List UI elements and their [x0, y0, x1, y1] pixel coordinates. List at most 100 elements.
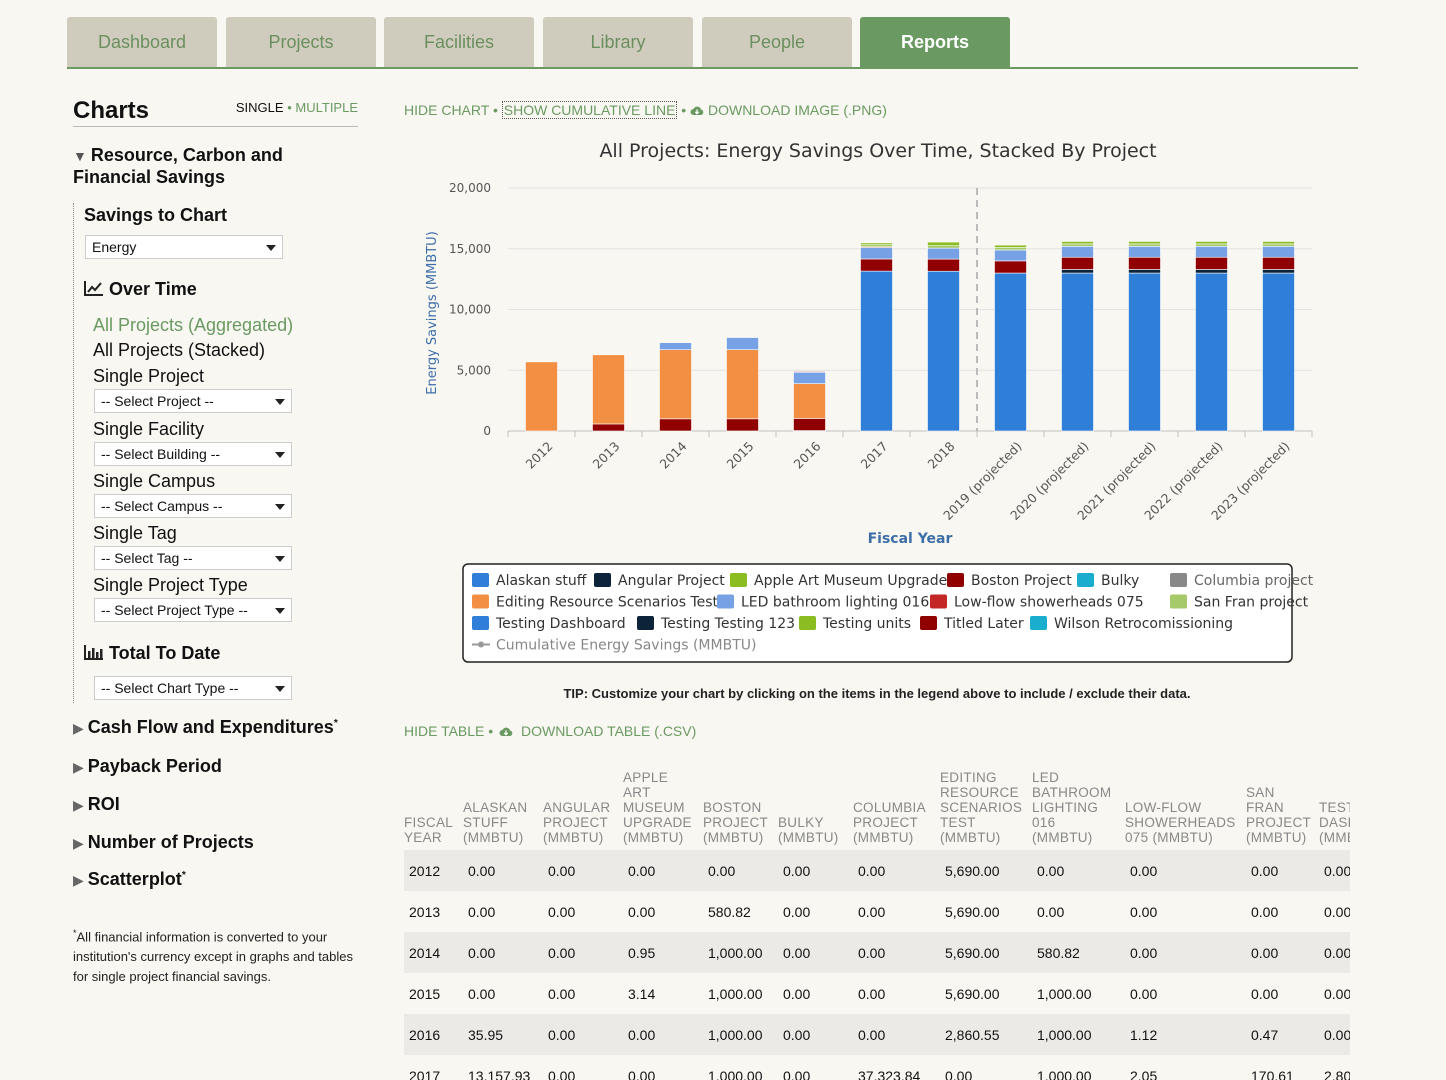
- legend-swatch[interactable]: [799, 616, 816, 630]
- legend-item[interactable]: Testing Testing 123: [660, 616, 795, 632]
- bar-segment[interactable]: [927, 241, 960, 247]
- tab-library[interactable]: Library: [543, 17, 693, 67]
- table-header-cell[interactable]: BULKY (MMBTU): [778, 815, 839, 845]
- table-header-cell[interactable]: COLUMBIA PROJECT (MMBTU): [853, 800, 926, 845]
- legend-item[interactable]: LED bathroom lighting 016: [741, 595, 929, 611]
- bar-segment[interactable]: [1061, 269, 1094, 274]
- bar-segment[interactable]: [994, 247, 1027, 251]
- bar-segment[interactable]: [1262, 241, 1295, 245]
- bar-segment[interactable]: [994, 249, 1027, 262]
- hide-chart-link[interactable]: HIDE CHART: [404, 102, 490, 118]
- table-header-cell[interactable]: TESTING DASHBOARD (MMBTU): [1319, 800, 1350, 845]
- table-header-cell[interactable]: BOSTON PROJECT (MMBTU): [703, 800, 768, 845]
- tab-projects[interactable]: Projects: [226, 17, 376, 67]
- legend-swatch[interactable]: [472, 594, 489, 609]
- bar-segment[interactable]: [1128, 272, 1161, 432]
- legend-item[interactable]: Wilson Retrocomissioning: [1054, 616, 1233, 632]
- section-payback-period[interactable]: ▶ Payback Period: [73, 756, 222, 777]
- table-header-cell[interactable]: EDITING RESOURCE SCENARIOS TEST (MMBTU): [940, 770, 1023, 845]
- table-header-cell[interactable]: LOW-FLOW SHOWERHEADS 075 (MMBTU): [1125, 800, 1236, 845]
- legend-swatch[interactable]: [472, 616, 489, 630]
- legend-swatch[interactable]: [1077, 573, 1094, 587]
- bar-segment[interactable]: [726, 337, 759, 350]
- legend-item[interactable]: Titled Later: [943, 616, 1024, 632]
- bar-segment[interactable]: [726, 349, 759, 420]
- bar-segment[interactable]: [793, 371, 826, 373]
- bar-segment[interactable]: [1262, 256, 1295, 270]
- bar-segment[interactable]: [860, 244, 893, 248]
- hide-table-link[interactable]: HIDE TABLE: [404, 723, 485, 739]
- table-header-cell[interactable]: ALASKAN STUFF (MMBTU): [463, 800, 528, 845]
- all-projects-aggregated-link[interactable]: All Projects (Aggregated): [93, 315, 294, 335]
- all-projects-stacked-link[interactable]: All Projects (Stacked): [93, 340, 266, 360]
- bar-segment[interactable]: [994, 272, 1027, 432]
- legend-item-cumulative[interactable]: Cumulative Energy Savings (MMBTU): [496, 638, 756, 654]
- single-campus-select[interactable]: -- Select Campus --: [94, 494, 292, 518]
- bar-segment[interactable]: [1061, 272, 1094, 432]
- bar-segment[interactable]: [1061, 243, 1094, 247]
- bar-segment[interactable]: [1262, 246, 1295, 258]
- bar-segment[interactable]: [927, 258, 960, 272]
- tab-facilities[interactable]: Facilities: [384, 17, 534, 67]
- legend-item[interactable]: Low-flow showerheads 075: [954, 595, 1144, 611]
- bar-segment[interactable]: [994, 260, 1027, 274]
- bar-segment[interactable]: [592, 423, 625, 432]
- bar-segment[interactable]: [860, 246, 893, 260]
- bar-segment[interactable]: [994, 244, 1027, 248]
- tab-dashboard[interactable]: Dashboard: [67, 17, 217, 67]
- single-project-type-select[interactable]: -- Select Project Type --: [94, 598, 292, 622]
- bar-segment[interactable]: [927, 247, 960, 260]
- bar-segment[interactable]: [1061, 241, 1094, 245]
- bar-segment[interactable]: [1195, 241, 1228, 245]
- section-number-of-projects[interactable]: ▶ Number of Projects: [73, 832, 254, 853]
- table-header-cell[interactable]: LED BATHROOM LIGHTING 016 (MMBTU): [1032, 770, 1112, 845]
- bar-segment[interactable]: [1128, 246, 1161, 258]
- bar-segment[interactable]: [860, 258, 893, 272]
- bar-segment[interactable]: [860, 242, 893, 246]
- mode-single[interactable]: SINGLE: [235, 100, 284, 115]
- bar-segment[interactable]: [592, 354, 625, 425]
- bar-segment[interactable]: [1128, 269, 1161, 274]
- bar-segment[interactable]: [1262, 269, 1295, 274]
- bar-segment[interactable]: [659, 342, 692, 351]
- bar-segment[interactable]: [726, 418, 759, 432]
- legend-item[interactable]: San Fran project: [1194, 595, 1309, 611]
- table-header-cell[interactable]: SAN FRAN PROJECT (MMBTU): [1246, 785, 1311, 845]
- bar-segment[interactable]: [927, 270, 960, 432]
- bar-segment[interactable]: [1262, 272, 1295, 432]
- bar-segment[interactable]: [1061, 246, 1094, 258]
- bar-segment[interactable]: [1195, 246, 1228, 258]
- table-header-cell[interactable]: FISCAL YEAR: [404, 815, 453, 845]
- bar-segment[interactable]: [1195, 243, 1228, 247]
- bar-segment[interactable]: [659, 418, 692, 432]
- bar-segment[interactable]: [1195, 269, 1228, 274]
- bar-segment[interactable]: [525, 361, 558, 432]
- legend-item[interactable]: Angular Project: [618, 573, 725, 589]
- bar-segment[interactable]: [927, 245, 960, 249]
- legend-swatch[interactable]: [1170, 594, 1187, 609]
- legend-swatch[interactable]: [637, 616, 654, 630]
- single-project-select[interactable]: -- Select Project --: [94, 389, 292, 413]
- legend-item[interactable]: Columbia project: [1194, 573, 1314, 589]
- tab-people[interactable]: People: [702, 17, 852, 67]
- legend-item[interactable]: Testing units: [822, 616, 911, 632]
- bar-segment[interactable]: [1128, 243, 1161, 247]
- section-roi[interactable]: ▶ ROI: [73, 794, 120, 815]
- legend-swatch[interactable]: [472, 573, 489, 587]
- legend-swatch[interactable]: [717, 594, 734, 609]
- download-image-link[interactable]: DOWNLOAD IMAGE (.PNG): [707, 102, 887, 118]
- section-scatterplot[interactable]: ▶ Scatterplot*: [73, 869, 186, 890]
- bar-segment[interactable]: [793, 418, 826, 431]
- legend-item[interactable]: Testing Dashboard: [495, 616, 626, 632]
- bar-segment[interactable]: [1262, 243, 1295, 247]
- legend-swatch[interactable]: [730, 573, 747, 587]
- download-table-link[interactable]: DOWNLOAD TABLE (.CSV): [520, 723, 697, 739]
- legend-item[interactable]: Alaskan stuff: [496, 573, 587, 589]
- bar-segment[interactable]: [659, 349, 692, 420]
- section-resource-savings[interactable]: ▼ Resource, Carbon and Financial Savings: [73, 145, 358, 188]
- legend-swatch[interactable]: [930, 594, 947, 609]
- legend-swatch[interactable]: [1030, 616, 1047, 630]
- savings-select[interactable]: Energy: [85, 235, 283, 259]
- bar-segment[interactable]: [860, 270, 893, 432]
- legend-swatch[interactable]: [1170, 573, 1187, 587]
